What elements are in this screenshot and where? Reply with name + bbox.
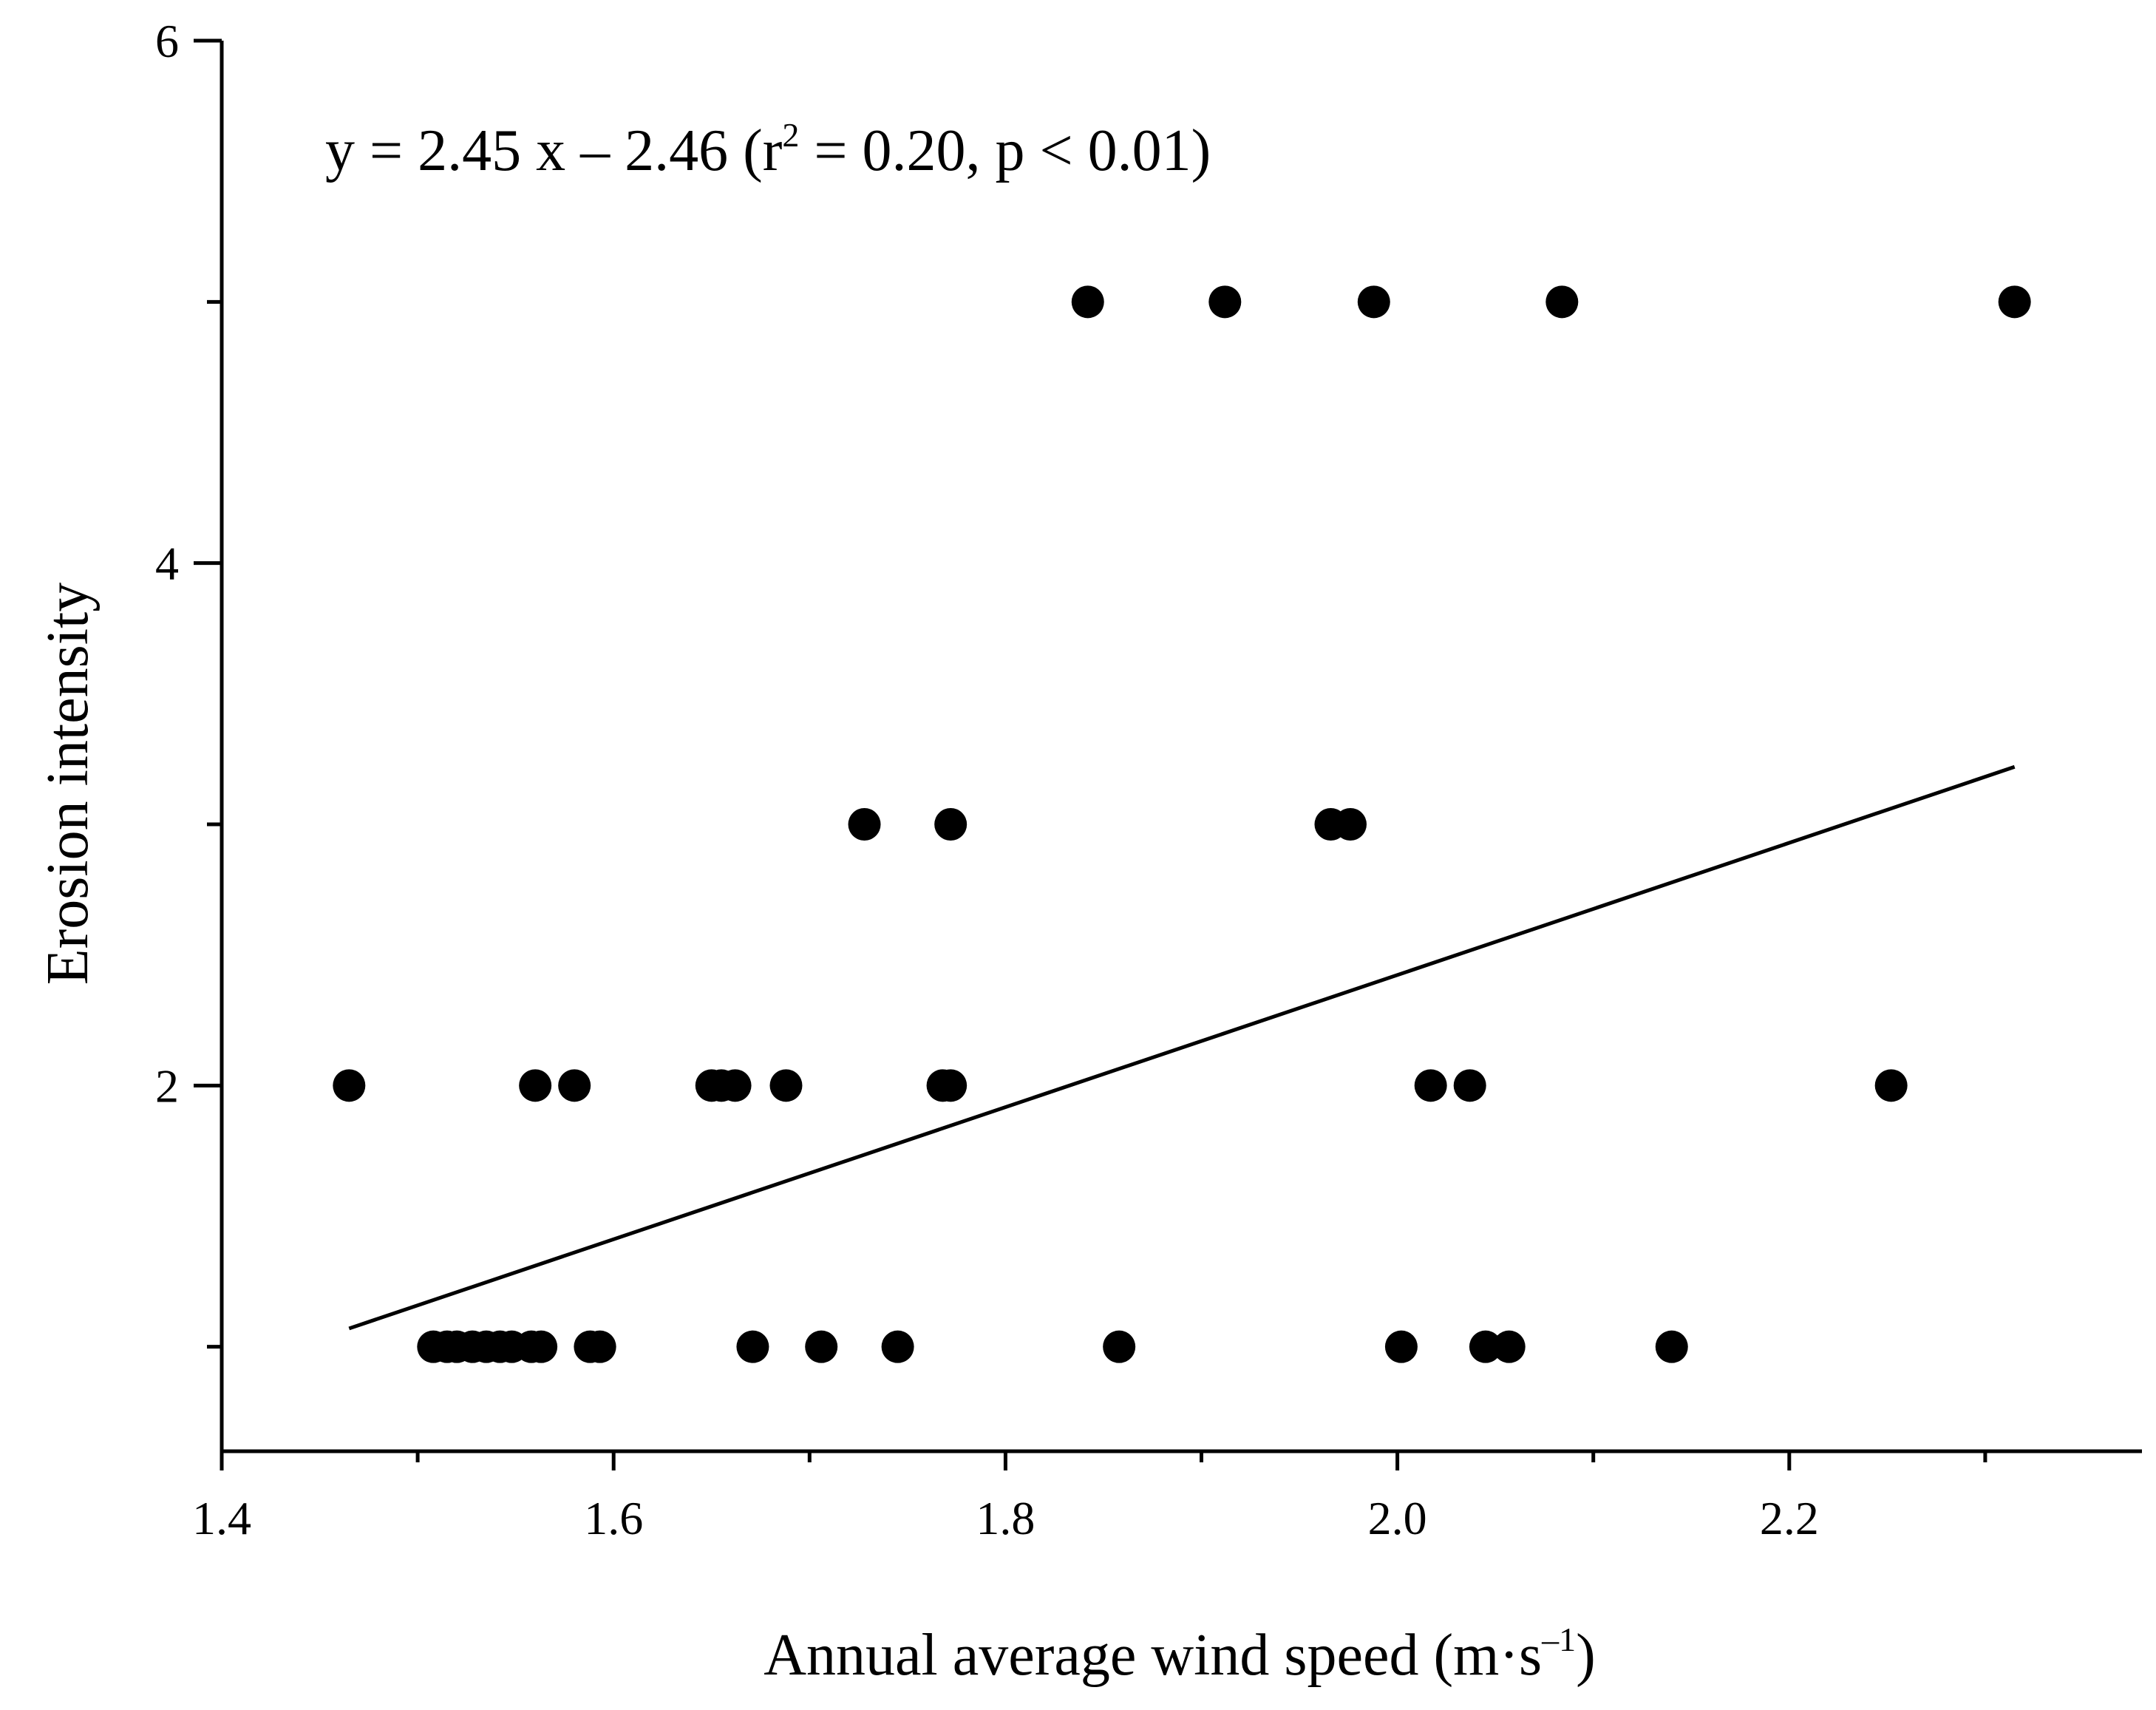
regression-line bbox=[348, 764, 2016, 1331]
x-axis-title-main: Annual average wind speed (m·s bbox=[764, 1623, 1542, 1688]
data-point bbox=[519, 1069, 552, 1102]
data-point bbox=[558, 1069, 591, 1102]
equation-suffix: = 0.20, p < 0.01) bbox=[799, 118, 1211, 183]
data-point bbox=[1655, 1330, 1688, 1363]
x-tick-label: 1.4 bbox=[192, 1492, 251, 1544]
data-point bbox=[333, 1069, 366, 1102]
x-axis-title: Annual average wind speed (m·s–1) bbox=[764, 1621, 1596, 1688]
data-point bbox=[805, 1330, 838, 1363]
data-point bbox=[1469, 1330, 1502, 1363]
regression-equation: y = 2.45 x – 2.46 (r2 = 0.20, p < 0.01) bbox=[325, 116, 1211, 183]
ticks: 1.4 1.6 1.8 2.0 2.2 2 4 6 bbox=[155, 15, 1987, 1544]
data-point bbox=[1357, 285, 1390, 319]
data-point bbox=[848, 808, 881, 841]
data-point bbox=[1414, 1069, 1447, 1102]
data-point bbox=[1453, 1069, 1486, 1102]
data-point bbox=[1071, 285, 1104, 319]
data-point bbox=[1874, 1069, 1908, 1102]
y-tick-label: 6 bbox=[155, 15, 179, 67]
data-point bbox=[1998, 285, 2031, 319]
data-point bbox=[1208, 285, 1242, 319]
data-point bbox=[881, 1330, 914, 1363]
data-point bbox=[736, 1330, 769, 1363]
x-tick-label: 2.0 bbox=[1368, 1492, 1427, 1544]
data-point bbox=[1333, 808, 1367, 841]
data-point bbox=[934, 808, 968, 841]
data-point bbox=[934, 1069, 968, 1102]
data-point bbox=[1384, 1330, 1418, 1363]
y-tick-label: 2 bbox=[155, 1059, 179, 1112]
data-point bbox=[525, 1330, 558, 1363]
x-tick-label: 1.8 bbox=[976, 1492, 1035, 1544]
data-point bbox=[583, 1330, 616, 1363]
data-point bbox=[718, 1069, 752, 1102]
axes bbox=[220, 41, 2142, 1453]
x-tick-label: 2.2 bbox=[1760, 1492, 1819, 1544]
y-axis-title: Erosion intensity bbox=[35, 583, 101, 985]
data-point bbox=[1492, 1330, 1526, 1363]
x-tick-label: 1.6 bbox=[584, 1492, 643, 1544]
y-tick-label: 4 bbox=[155, 537, 179, 590]
equation-prefix: y = 2.45 x – 2.46 (r bbox=[325, 118, 782, 183]
data-point bbox=[1545, 285, 1579, 319]
data-point bbox=[769, 1069, 803, 1102]
x-axis-title-superscript: –1 bbox=[1541, 1621, 1576, 1658]
equation-superscript: 2 bbox=[782, 116, 799, 154]
data-points bbox=[333, 285, 2031, 1363]
x-axis-title-end: ) bbox=[1576, 1623, 1596, 1688]
data-point bbox=[1103, 1330, 1136, 1363]
